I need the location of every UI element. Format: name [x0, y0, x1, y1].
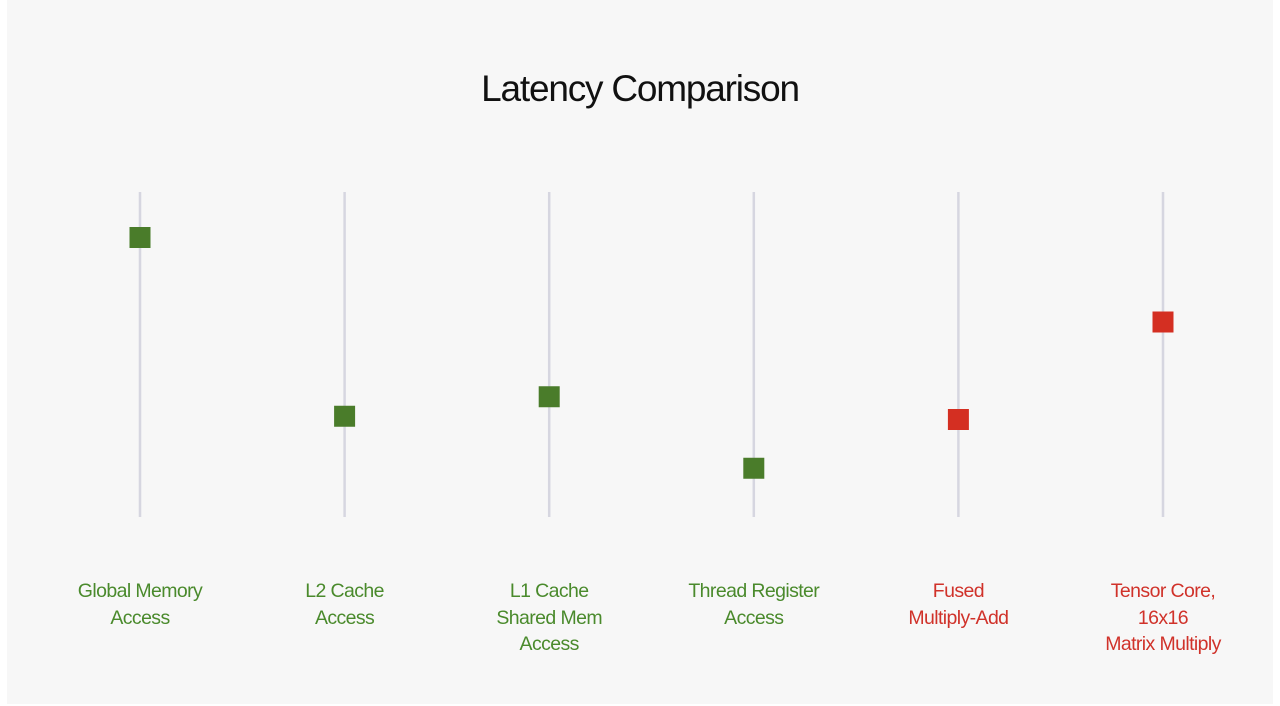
chart-title: Latency Comparison — [481, 68, 800, 109]
category-label-fused: Fused Multiply-Add — [908, 580, 1009, 629]
data-point-global-memory — [129, 227, 151, 248]
category-label-l2-cache: L2 Cache Access — [305, 580, 384, 629]
data-point-fused — [947, 409, 969, 430]
data-point-l1-cache — [538, 386, 560, 408]
data-point-thread-register — [743, 457, 765, 479]
data-point-tensor-core — [1152, 311, 1174, 333]
category-label-thread-register: Thread Register Access — [688, 580, 820, 629]
data-point-l2-cache — [334, 405, 356, 427]
category-label-global-memory: Global Memory Access — [77, 580, 203, 629]
category-label-tensor-core: Tensor Core, 16x16 Matrix Multiply — [1105, 580, 1221, 655]
chart-background — [7, 0, 1273, 704]
category-label-l1-cache: L1 Cache Shared Mem Access — [496, 580, 602, 655]
